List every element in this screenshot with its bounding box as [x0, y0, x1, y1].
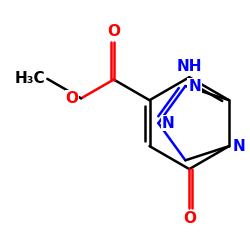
Text: O: O	[183, 211, 196, 226]
Text: O: O	[107, 24, 120, 39]
Text: N: N	[162, 116, 175, 131]
Text: H₃C: H₃C	[14, 71, 45, 86]
Text: N: N	[188, 78, 201, 94]
Text: N: N	[233, 138, 245, 154]
Text: O: O	[65, 91, 78, 106]
Text: NH: NH	[176, 58, 202, 74]
